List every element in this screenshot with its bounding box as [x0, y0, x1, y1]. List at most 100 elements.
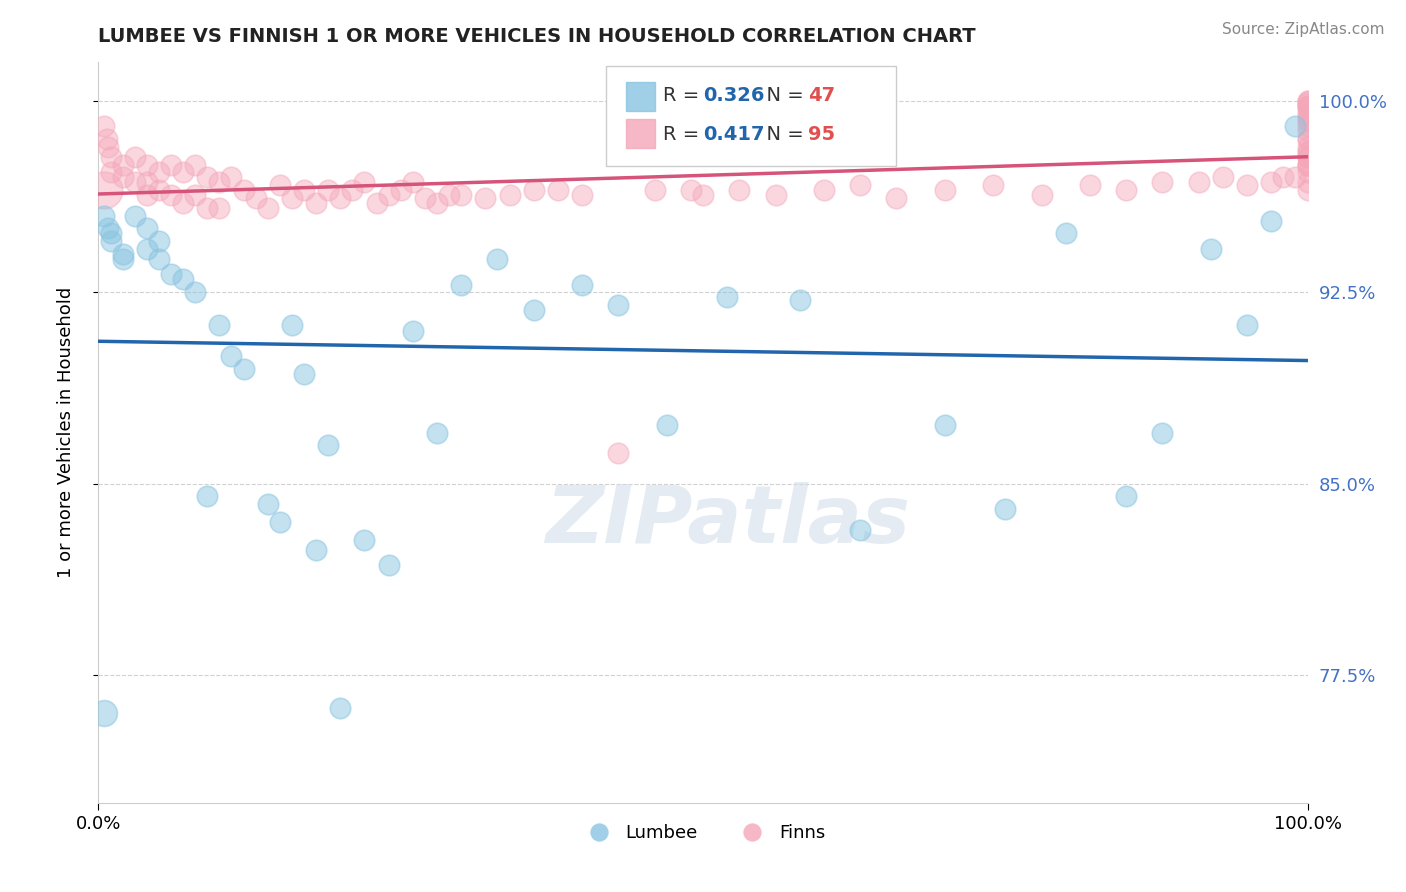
- Point: [849, 178, 872, 192]
- Point: [402, 176, 425, 190]
- Point: [148, 183, 170, 197]
- Point: [1296, 102, 1319, 116]
- Text: R =: R =: [664, 125, 706, 144]
- Point: [305, 543, 328, 558]
- Point: [316, 438, 339, 452]
- Point: [366, 195, 388, 210]
- Point: [97, 221, 120, 235]
- Point: [450, 277, 472, 292]
- Point: [1272, 170, 1295, 185]
- Point: [1212, 170, 1234, 185]
- Point: [728, 183, 751, 197]
- Text: R =: R =: [664, 86, 706, 104]
- Point: [1115, 183, 1137, 197]
- Point: [426, 425, 449, 440]
- Point: [305, 195, 328, 210]
- Point: [886, 191, 908, 205]
- Point: [1296, 176, 1319, 190]
- Point: [160, 188, 183, 202]
- Point: [679, 183, 702, 197]
- Point: [195, 170, 218, 185]
- Point: [426, 195, 449, 210]
- Point: [1260, 213, 1282, 227]
- Point: [256, 201, 278, 215]
- Point: [232, 361, 254, 376]
- Point: [245, 191, 267, 205]
- Point: [1296, 106, 1319, 120]
- Point: [96, 132, 118, 146]
- Point: [849, 523, 872, 537]
- Point: [1296, 145, 1319, 159]
- Point: [208, 318, 231, 333]
- Point: [111, 247, 134, 261]
- Text: N =: N =: [754, 125, 810, 144]
- Point: [1296, 157, 1319, 171]
- Point: [329, 701, 352, 715]
- Point: [329, 191, 352, 205]
- Point: [1296, 157, 1319, 171]
- Point: [1199, 242, 1222, 256]
- Point: [716, 290, 738, 304]
- Point: [1115, 490, 1137, 504]
- FancyBboxPatch shape: [626, 119, 655, 148]
- Point: [934, 183, 956, 197]
- Point: [655, 417, 678, 432]
- Point: [1296, 99, 1319, 113]
- Point: [195, 490, 218, 504]
- Point: [1031, 188, 1053, 202]
- Point: [934, 417, 956, 432]
- Point: [692, 188, 714, 202]
- Point: [644, 183, 666, 197]
- Point: [1296, 183, 1319, 197]
- Point: [413, 191, 436, 205]
- Text: Source: ZipAtlas.com: Source: ZipAtlas.com: [1222, 22, 1385, 37]
- Text: LUMBEE VS FINNISH 1 OR MORE VEHICLES IN HOUSEHOLD CORRELATION CHART: LUMBEE VS FINNISH 1 OR MORE VEHICLES IN …: [98, 27, 976, 45]
- Point: [1296, 157, 1319, 171]
- Point: [1296, 109, 1319, 123]
- Point: [195, 201, 218, 215]
- Point: [100, 165, 122, 179]
- Point: [450, 188, 472, 202]
- Point: [1296, 145, 1319, 159]
- Point: [97, 139, 120, 153]
- Point: [160, 268, 183, 282]
- Point: [389, 183, 412, 197]
- Point: [148, 234, 170, 248]
- Point: [1296, 165, 1319, 179]
- Point: [607, 446, 630, 460]
- Point: [571, 188, 593, 202]
- Point: [172, 165, 194, 179]
- Point: [1284, 120, 1306, 134]
- Point: [1188, 176, 1211, 190]
- Point: [1152, 425, 1174, 440]
- Point: [124, 209, 146, 223]
- Point: [208, 201, 231, 215]
- Point: [1078, 178, 1101, 192]
- Point: [135, 157, 157, 171]
- Point: [292, 183, 315, 197]
- Text: 95: 95: [808, 125, 835, 144]
- Point: [498, 188, 520, 202]
- Point: [1296, 120, 1319, 134]
- Point: [135, 242, 157, 256]
- Point: [789, 293, 811, 307]
- Text: 0.326: 0.326: [703, 86, 765, 104]
- Point: [184, 285, 207, 300]
- Point: [111, 170, 134, 185]
- Point: [100, 234, 122, 248]
- Point: [1296, 99, 1319, 113]
- Point: [172, 195, 194, 210]
- Point: [1296, 94, 1319, 108]
- Point: [1296, 96, 1319, 111]
- Point: [135, 188, 157, 202]
- Point: [342, 183, 364, 197]
- Point: [221, 349, 243, 363]
- Point: [523, 183, 546, 197]
- Point: [100, 150, 122, 164]
- FancyBboxPatch shape: [606, 66, 897, 166]
- Point: [111, 157, 134, 171]
- Point: [1296, 114, 1319, 128]
- Point: [281, 191, 304, 205]
- Point: [93, 183, 115, 197]
- Point: [994, 502, 1017, 516]
